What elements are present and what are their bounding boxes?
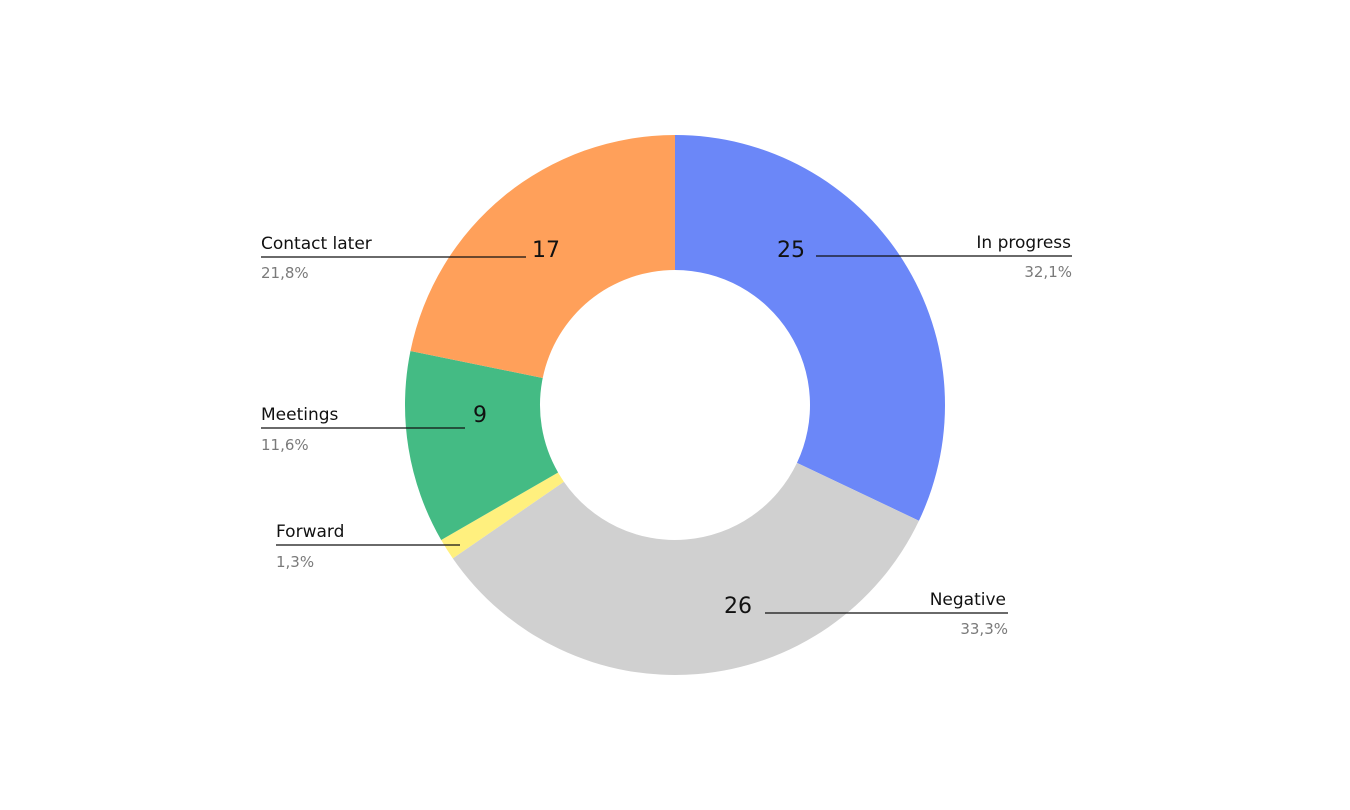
slice-percent-negative: 33,3%: [960, 620, 1008, 638]
slice-percent-forward: 1,3%: [276, 553, 314, 571]
slice-label-negative: Negative: [930, 590, 1006, 610]
slice-percent-contact-later: 21,8%: [261, 264, 309, 282]
slice-contact-later: [410, 135, 675, 378]
callout-negative: 26 Negative 33,3%: [724, 590, 1008, 638]
slices-layer: [405, 135, 945, 676]
slice-value-contact-later: 17: [532, 238, 560, 263]
slice-label-contact-later: Contact later: [261, 234, 372, 254]
slice-label-forward: Forward: [276, 522, 344, 542]
slice-forward: [441, 472, 564, 559]
slice-label-in-progress: In progress: [976, 233, 1071, 253]
labels-layer: 25 In progress 32,1% 26 Negative 33,3% F…: [261, 233, 1072, 638]
slice-value-negative: 26: [724, 594, 752, 619]
callout-contact-later: 17 Contact later 21,8%: [261, 234, 560, 282]
slice-meetings: [405, 350, 559, 540]
callout-forward: Forward 1,3%: [276, 522, 460, 571]
callout-meetings: 9 Meetings 11,6%: [261, 403, 487, 454]
slice-value-in-progress: 25: [777, 238, 805, 263]
callout-in-progress: 25 In progress 32,1%: [777, 233, 1072, 281]
slice-in-progress: [675, 135, 945, 521]
slice-negative: [452, 462, 919, 676]
slice-percent-in-progress: 32,1%: [1024, 263, 1072, 281]
slice-value-meetings: 9: [473, 403, 487, 428]
slice-label-meetings: Meetings: [261, 405, 339, 425]
slice-percent-meetings: 11,6%: [261, 436, 309, 454]
